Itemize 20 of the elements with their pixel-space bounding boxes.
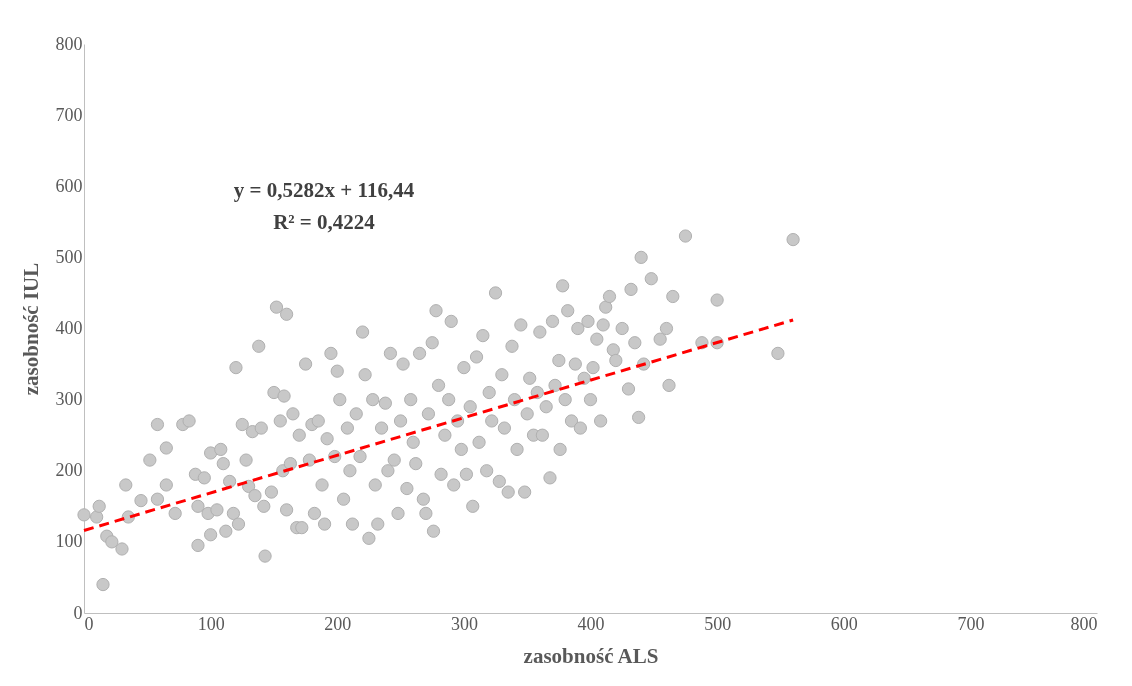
y-tick-label: 400 — [55, 318, 83, 338]
y-tick-label: 500 — [55, 246, 83, 267]
x-axis-title: zasobność ALS — [523, 643, 659, 668]
y-tick-label: 600 — [55, 175, 83, 196]
x-tick-label: 100 — [197, 613, 225, 634]
x-tick-label: 700 — [957, 613, 985, 634]
annotation: y = 0,5282x + 116,44 — [233, 178, 415, 202]
x-tick-label: 500 — [704, 613, 732, 634]
x-tick-label: 400 — [577, 613, 605, 634]
y-tick-label: 800 — [55, 33, 83, 54]
y-axis-title: zasobność IUL — [18, 262, 43, 396]
x-tick-label: 200 — [324, 613, 352, 634]
x-tick-label: 300 — [450, 613, 478, 634]
y-tick-label: 300 — [55, 389, 83, 410]
y-tick-label: 700 — [55, 104, 83, 125]
x-tick-label: 800 — [1070, 613, 1098, 634]
x-tick-label: 600 — [830, 613, 858, 634]
y-tick-label: 200 — [55, 460, 83, 481]
y-tick-label: 100 — [55, 531, 83, 552]
annotation: R² = 0,4224 — [273, 210, 376, 234]
